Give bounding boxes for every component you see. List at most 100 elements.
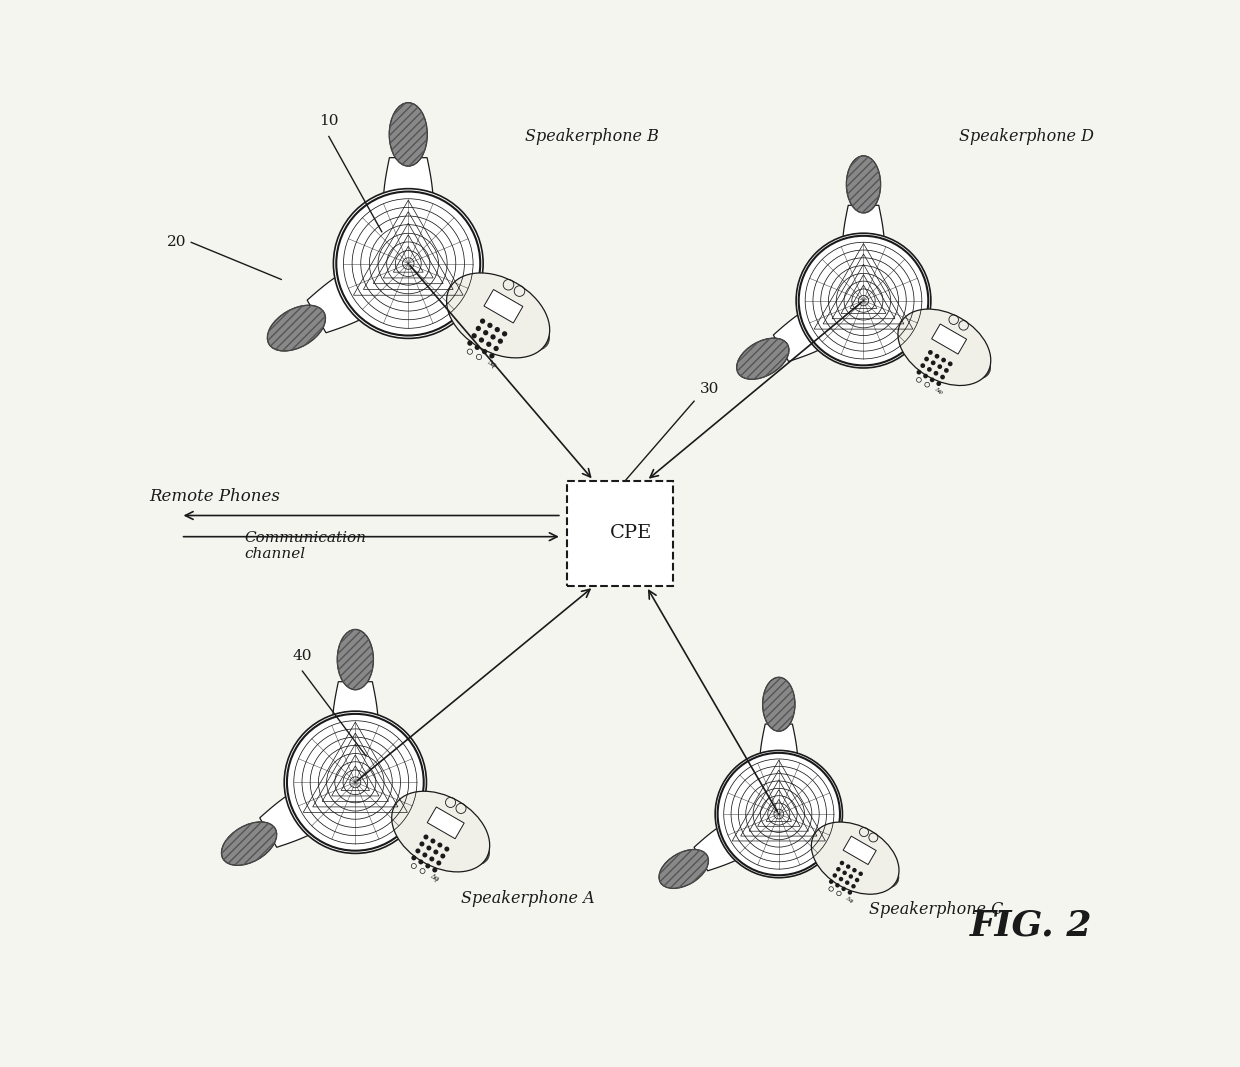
Ellipse shape bbox=[898, 309, 991, 385]
Text: 30: 30 bbox=[699, 382, 719, 396]
Text: Speakerphone A: Speakerphone A bbox=[461, 890, 595, 907]
Circle shape bbox=[427, 845, 432, 850]
Circle shape bbox=[467, 340, 472, 346]
Ellipse shape bbox=[658, 849, 708, 889]
Circle shape bbox=[832, 873, 837, 878]
Circle shape bbox=[433, 867, 438, 873]
Circle shape bbox=[430, 839, 435, 844]
Circle shape bbox=[412, 856, 417, 860]
Text: Δφ: Δφ bbox=[429, 872, 440, 883]
Circle shape bbox=[796, 234, 931, 368]
Circle shape bbox=[924, 356, 929, 362]
Polygon shape bbox=[350, 771, 451, 847]
Polygon shape bbox=[843, 837, 877, 864]
Circle shape bbox=[944, 368, 949, 372]
Circle shape bbox=[839, 861, 844, 865]
Text: Δφ: Δφ bbox=[844, 895, 854, 904]
Ellipse shape bbox=[434, 822, 490, 865]
Circle shape bbox=[334, 189, 484, 338]
FancyBboxPatch shape bbox=[567, 480, 673, 587]
Circle shape bbox=[486, 341, 491, 347]
Circle shape bbox=[475, 345, 480, 350]
Polygon shape bbox=[931, 324, 967, 354]
Ellipse shape bbox=[849, 849, 899, 889]
Circle shape bbox=[844, 880, 849, 885]
Circle shape bbox=[842, 871, 847, 875]
Text: Speakerphone D: Speakerphone D bbox=[959, 128, 1094, 145]
Text: Δφ: Δφ bbox=[486, 359, 498, 370]
Text: Δφ: Δφ bbox=[934, 387, 944, 396]
Polygon shape bbox=[308, 252, 415, 333]
Ellipse shape bbox=[268, 305, 326, 351]
Circle shape bbox=[480, 318, 485, 323]
Circle shape bbox=[846, 864, 851, 869]
Text: Speakerphone B: Speakerphone B bbox=[525, 128, 658, 145]
Circle shape bbox=[799, 236, 929, 365]
Circle shape bbox=[418, 859, 423, 864]
Circle shape bbox=[423, 853, 428, 858]
Ellipse shape bbox=[737, 338, 789, 380]
Circle shape bbox=[852, 867, 857, 873]
Polygon shape bbox=[858, 291, 954, 362]
Circle shape bbox=[931, 361, 935, 365]
Circle shape bbox=[836, 867, 841, 872]
Circle shape bbox=[838, 877, 843, 881]
Circle shape bbox=[419, 842, 424, 846]
Circle shape bbox=[848, 890, 852, 895]
Circle shape bbox=[928, 367, 931, 371]
Circle shape bbox=[854, 878, 859, 882]
Circle shape bbox=[848, 874, 853, 879]
Circle shape bbox=[930, 378, 935, 382]
Circle shape bbox=[935, 354, 940, 359]
Circle shape bbox=[423, 834, 429, 840]
Polygon shape bbox=[694, 806, 784, 871]
Circle shape bbox=[490, 334, 496, 339]
Text: 40: 40 bbox=[293, 649, 312, 663]
Circle shape bbox=[494, 346, 498, 351]
Circle shape bbox=[436, 860, 441, 865]
Circle shape bbox=[715, 750, 842, 878]
Circle shape bbox=[429, 857, 434, 861]
Circle shape bbox=[482, 349, 487, 354]
Ellipse shape bbox=[937, 338, 991, 380]
Polygon shape bbox=[760, 724, 797, 814]
Circle shape bbox=[286, 714, 424, 850]
Circle shape bbox=[433, 849, 439, 855]
Circle shape bbox=[858, 872, 863, 876]
Circle shape bbox=[425, 863, 430, 869]
Polygon shape bbox=[383, 158, 433, 264]
Circle shape bbox=[941, 357, 946, 363]
Polygon shape bbox=[774, 806, 863, 871]
Circle shape bbox=[916, 370, 921, 375]
Text: FIG. 2: FIG. 2 bbox=[970, 908, 1092, 942]
Circle shape bbox=[476, 325, 481, 331]
Text: Remote Phones: Remote Phones bbox=[149, 488, 280, 505]
Text: Speakerphone C: Speakerphone C bbox=[869, 901, 1003, 918]
Circle shape bbox=[497, 338, 503, 344]
Ellipse shape bbox=[389, 102, 428, 166]
Circle shape bbox=[934, 371, 939, 376]
Circle shape bbox=[937, 364, 942, 369]
Circle shape bbox=[851, 885, 856, 889]
Circle shape bbox=[836, 883, 839, 888]
Circle shape bbox=[718, 753, 839, 875]
Ellipse shape bbox=[337, 630, 373, 689]
Ellipse shape bbox=[446, 273, 549, 357]
Text: Communication
channel: Communication channel bbox=[244, 531, 366, 561]
Ellipse shape bbox=[491, 305, 549, 351]
Ellipse shape bbox=[847, 156, 880, 213]
Circle shape bbox=[842, 887, 846, 891]
Circle shape bbox=[487, 322, 492, 328]
Ellipse shape bbox=[222, 822, 277, 865]
Ellipse shape bbox=[811, 822, 899, 894]
Polygon shape bbox=[774, 291, 869, 362]
Circle shape bbox=[495, 327, 500, 332]
Polygon shape bbox=[428, 807, 464, 839]
Polygon shape bbox=[842, 205, 884, 301]
Polygon shape bbox=[484, 289, 523, 323]
Polygon shape bbox=[402, 252, 510, 333]
Text: 20: 20 bbox=[166, 236, 186, 250]
Circle shape bbox=[336, 192, 480, 335]
Circle shape bbox=[928, 350, 932, 355]
Polygon shape bbox=[332, 682, 378, 782]
